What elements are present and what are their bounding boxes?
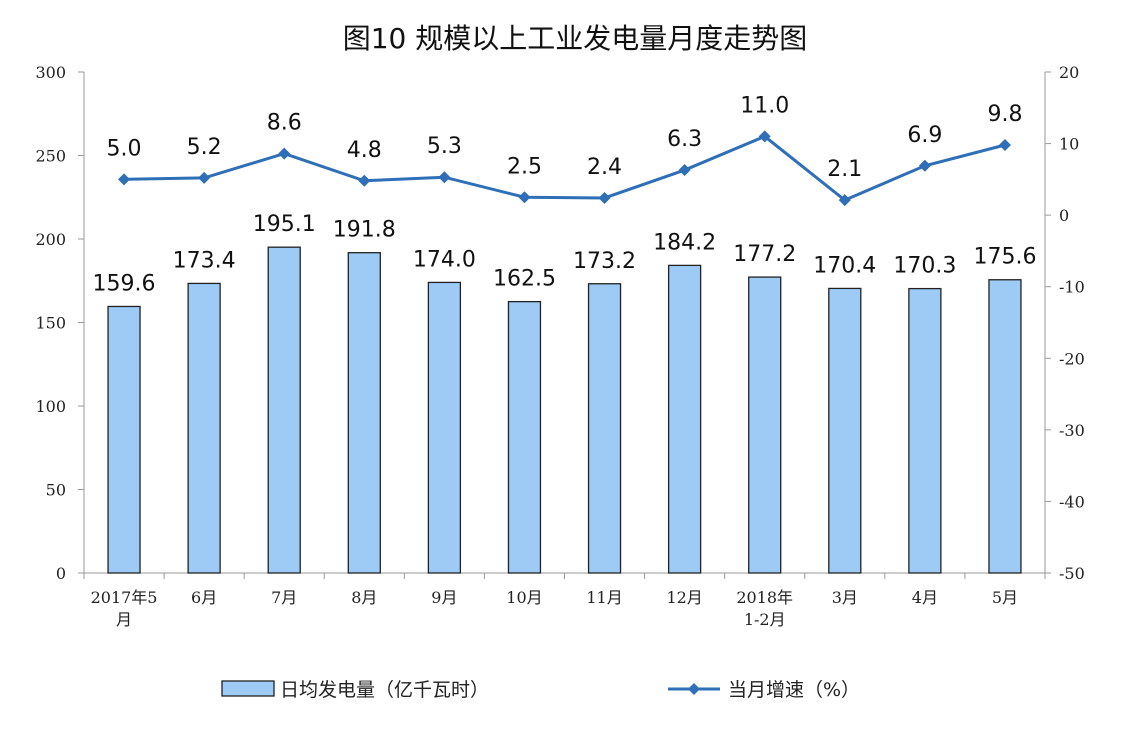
bar: [587, 283, 622, 574]
bar-data-label: 170.3: [893, 254, 956, 279]
right-tick-label: -20: [1059, 349, 1085, 368]
bar: [748, 276, 782, 574]
bar-series: 159.6 173.4 195.1 191.8 174.0 162.5 173.2 184.2…: [93, 212, 1036, 574]
x-tick-label: 2018年 1-2月: [736, 588, 793, 629]
bar-data-label: 174.0: [413, 247, 476, 272]
bar-data-label: 184.2: [653, 230, 716, 255]
bar: [507, 300, 542, 574]
right-tick-label: -10: [1059, 278, 1085, 297]
bar: [667, 264, 702, 574]
right-tick-label: -40: [1059, 492, 1085, 511]
right-tick-label: 0: [1059, 206, 1069, 225]
x-tick-label: 10月: [506, 588, 542, 607]
line-data-label: 2.5: [507, 154, 542, 179]
left-tick-label: 0: [56, 564, 66, 583]
left-tick-label: 200: [35, 230, 66, 249]
right-tick-label: -50: [1059, 564, 1085, 583]
bar-data-label: 162.5: [493, 267, 556, 292]
bar: [107, 305, 141, 574]
line-data-label: 5.3: [427, 134, 462, 159]
bar-data-label: 175.6: [973, 245, 1036, 270]
bar-data-label: 191.8: [333, 218, 396, 243]
line-point-marker: [838, 194, 851, 207]
line-data-label: 5.2: [187, 135, 222, 160]
line-point-marker: [118, 173, 131, 186]
x-tick-label: 12月: [666, 588, 702, 607]
line-point-marker: [918, 159, 931, 172]
bar: [908, 287, 942, 574]
line-data-label: 2.4: [587, 155, 622, 180]
line-data-label: 2.1: [827, 157, 862, 182]
bar: [988, 279, 1022, 574]
x-tick-label: 4月: [912, 588, 938, 607]
legend-bar-swatch: [221, 680, 275, 697]
left-tick-label: 100: [35, 397, 66, 416]
bar: [828, 287, 862, 574]
x-tick-label: 11月: [586, 588, 622, 607]
line-series: 5.0 5.2 8.6 4.8 5.3 2.5 2.4 6.3 11.0 2.1 6.9 9.8: [107, 93, 1022, 207]
line-data-label: 9.8: [987, 102, 1022, 127]
bar: [347, 252, 381, 574]
bar-data-label: 173.4: [173, 248, 236, 273]
x-tick-label: 7月: [271, 588, 297, 607]
bar: [267, 246, 301, 574]
line-data-label: 11.0: [740, 93, 789, 118]
chart-title: 图10 规模以上工业发电量月度走势图: [343, 22, 808, 55]
x-tick-label: 8月: [351, 588, 377, 607]
legend-line-label: 当月增速（%）: [728, 679, 860, 701]
x-tick-label: 2017年5 月: [91, 588, 158, 629]
line-point-marker: [678, 164, 691, 177]
line-data-label: 6.9: [907, 123, 942, 148]
line-point-marker: [758, 130, 771, 143]
bar-data-label: 177.2: [733, 242, 796, 267]
line-point-marker: [598, 191, 611, 204]
right-tick-label: 20: [1059, 63, 1079, 82]
line-point-marker: [198, 171, 211, 184]
right-tick-label: -30: [1059, 421, 1085, 440]
line-point-marker: [998, 139, 1011, 152]
legend-bar-label: 日均发电量（亿千瓦时）: [280, 679, 489, 701]
line-data-label: 6.3: [667, 127, 702, 152]
line-point-marker: [438, 171, 451, 184]
left-tick-label: 250: [35, 147, 66, 166]
x-tick-label: 5月: [992, 588, 1018, 607]
right-tick-label: 10: [1059, 135, 1079, 154]
line-point-marker: [518, 191, 531, 204]
bar-data-label: 173.2: [573, 249, 636, 274]
bar-data-label: 170.4: [813, 253, 876, 278]
bar: [427, 281, 462, 574]
bar-data-label: 159.6: [93, 271, 156, 296]
line-data-label: 5.0: [107, 136, 142, 161]
bar: [187, 282, 221, 574]
left-tick-label: 300: [35, 63, 66, 82]
growth-line: [124, 134, 1006, 202]
line-point-marker: [278, 147, 291, 160]
x-tick-label: 9月: [431, 588, 457, 607]
legend: 日均发电量（亿千瓦时） 当月增速（%）: [221, 679, 860, 701]
line-data-label: 4.8: [347, 138, 382, 163]
axes: 0 50 100 150 200 250 300 -50 -40 -30 -20 -10 0 10 20 20…: [35, 63, 1084, 629]
line-data-label: 8.6: [267, 111, 302, 136]
x-tick-label: 3月: [832, 588, 858, 607]
left-tick-label: 50: [46, 481, 66, 500]
bar-data-label: 195.1: [253, 212, 316, 237]
x-tick-label: 6月: [191, 588, 217, 607]
legend-line-marker: [688, 683, 700, 695]
left-tick-label: 150: [35, 314, 66, 333]
line-point-marker: [358, 174, 371, 187]
